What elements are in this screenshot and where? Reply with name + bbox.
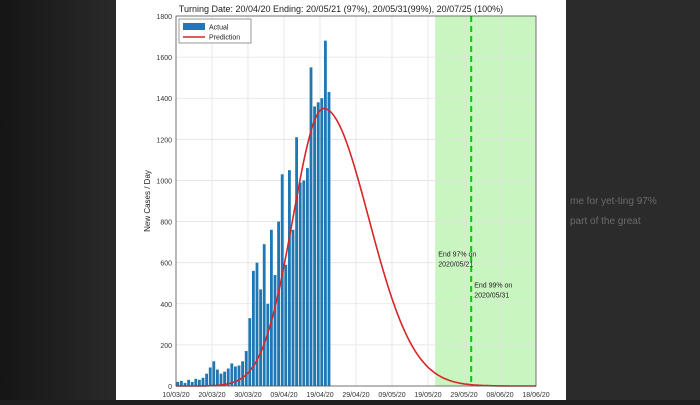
bar-actual [197, 379, 201, 386]
bar-actual [269, 229, 273, 386]
bar-actual [316, 102, 320, 386]
bar-actual [230, 363, 234, 386]
bar-actual [194, 378, 198, 386]
bar-actual [244, 351, 248, 386]
background-text-line: part of the great [570, 216, 641, 227]
x-tick-label: 29/04/20 [342, 392, 369, 399]
annotation-text: End 99% on [474, 282, 512, 289]
chart-card: Turning Date: 20/04/20 Ending: 20/05/21 … [116, 0, 566, 400]
forecast-band [435, 16, 536, 386]
bar-actual [255, 262, 259, 386]
bar-actual [284, 264, 288, 386]
y-tick-label: 600 [160, 261, 172, 268]
background-panel-left [0, 0, 116, 400]
bar-actual [287, 170, 291, 386]
x-tick-label: 08/06/20 [486, 392, 513, 399]
bar-actual [237, 365, 241, 386]
bar-actual [248, 318, 252, 386]
bar-actual [208, 367, 212, 386]
y-axis-label: New Cases / Day [143, 170, 152, 232]
annotation-text: 2020/05/31 [474, 292, 509, 299]
bar-actual [309, 67, 313, 386]
prediction-line [176, 107, 536, 387]
x-tick-label: 19/04/20 [306, 392, 333, 399]
x-tick-label: 09/04/20 [270, 392, 297, 399]
bar-actual [212, 361, 216, 386]
chart-canvas: Turning Date: 20/04/20 Ending: 20/05/21 … [143, 4, 550, 399]
bar-actual [187, 379, 191, 386]
y-tick-label: 200 [160, 343, 172, 350]
bar-actual [215, 369, 219, 386]
bar-actual [277, 221, 281, 386]
bar-actual [323, 40, 327, 387]
bar-actual [251, 270, 255, 386]
bar-actual [233, 366, 237, 386]
bar-actual [223, 371, 227, 386]
y-tick-label: 1600 [156, 55, 172, 62]
y-tick-label: 1000 [156, 178, 172, 185]
bar-actual [205, 373, 209, 386]
x-tick-label: 30/03/20 [234, 392, 261, 399]
bar-actual [280, 174, 284, 386]
bar-actual [320, 98, 324, 386]
x-tick-label: 29/05/20 [450, 392, 477, 399]
bar-actual [327, 92, 331, 387]
x-tick-label: 09/05/20 [378, 392, 405, 399]
bar-actual [219, 373, 223, 386]
legend-swatch-actual [183, 23, 205, 30]
legend: Actual Prediction [178, 18, 252, 44]
bar-actual [273, 275, 277, 386]
bar-actual [298, 182, 302, 386]
bar-actual [241, 361, 245, 386]
chart-title: Turning Date: 20/04/20 Ending: 20/05/21 … [179, 4, 503, 14]
bar-actual [201, 377, 205, 386]
bar-actual [262, 244, 266, 386]
background-panel-right [566, 0, 700, 400]
y-tick-label: 1400 [156, 96, 172, 103]
bar-actual [190, 381, 194, 386]
bar-actual [226, 368, 230, 386]
x-tick-label: 20/03/20 [198, 392, 225, 399]
bar-actual [313, 106, 317, 386]
y-tick-label: 1800 [156, 14, 172, 21]
background-text: me for yet-ting 97% part of the great [570, 192, 700, 232]
legend-label: Actual [209, 25, 229, 32]
plot-frame [175, 15, 537, 387]
legend-label: Prediction [209, 35, 240, 42]
bar-actual [179, 380, 183, 386]
x-tick-label: 19/05/20 [414, 392, 441, 399]
annotation-text: End 97% on [438, 252, 476, 259]
y-tick-label: 0 [168, 384, 172, 391]
bar-actual [295, 137, 299, 386]
y-tick-label: 1200 [156, 137, 172, 144]
x-tick-label: 18/06/20 [522, 392, 549, 399]
bar-actual [176, 381, 180, 386]
bar-actual [305, 168, 309, 386]
bar-actual [291, 229, 295, 386]
background-text-line: me for yet-ting 97% [570, 196, 657, 207]
y-tick-label: 800 [160, 220, 172, 227]
bar-actual [259, 289, 263, 386]
annotation-text: 2020/05/21 [438, 262, 473, 269]
y-tick-label: 400 [160, 302, 172, 309]
bar-actual [266, 303, 270, 386]
x-tick-label: 10/03/20 [162, 392, 189, 399]
bar-actual [302, 180, 306, 386]
bar-actual [183, 382, 187, 386]
